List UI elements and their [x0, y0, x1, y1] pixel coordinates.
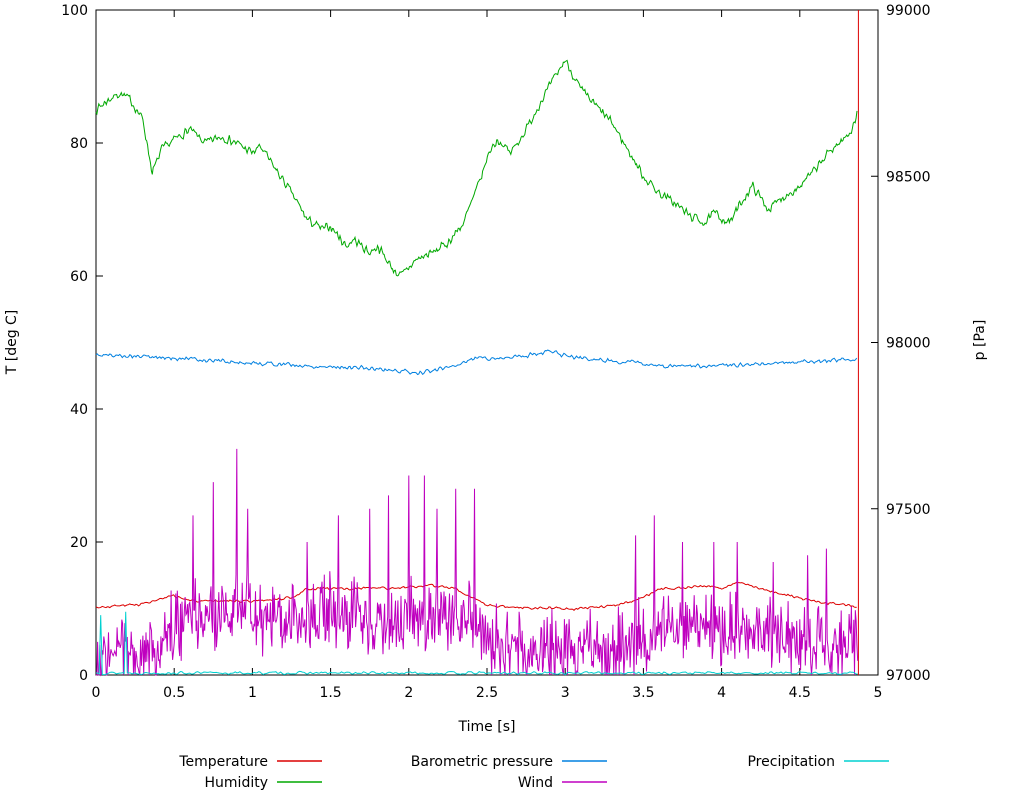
legend-item-temperature: Temperature [178, 754, 322, 770]
plot-area: 0 0.5 1 1.5 2 2.5 3 3.5 4 4.5 5 0 20 40 60 80 100 97000 97… [61, 3, 930, 701]
y-right-tick-label: 98000 [886, 336, 931, 352]
y-left-tick-label: 100 [61, 3, 88, 19]
legend-item-precipitation: Precipitation [747, 754, 889, 770]
y-axis-title-right: p [Pa] [972, 320, 988, 361]
legend-item-wind: Wind [518, 775, 607, 791]
legend-label-barometric-pressure: Barometric pressure [411, 754, 553, 770]
y-right-tick-label: 99000 [886, 3, 931, 19]
legend-label-precipitation: Precipitation [747, 754, 835, 770]
y-left-tick-label: 60 [70, 269, 88, 285]
legend-item-barometric-pressure: Barometric pressure [411, 754, 607, 770]
x-tick-label: 2.5 [476, 685, 498, 701]
x-tick-label: 4.5 [789, 685, 811, 701]
y-left-tick-label: 80 [70, 136, 88, 152]
x-tick-label: 4 [717, 685, 726, 701]
y-left-tick-label: 0 [79, 668, 88, 684]
x-tick-label: 3 [561, 685, 570, 701]
y-left-tick-label: 40 [70, 402, 88, 418]
legend-label-temperature: Temperature [178, 754, 268, 770]
x-tick-label: 2 [404, 685, 413, 701]
y-left-tick-label: 20 [70, 535, 88, 551]
x-tick-label: 0 [92, 685, 101, 701]
x-axis-title: Time [s] [458, 719, 516, 735]
series-humidity [95, 59, 858, 277]
x-tick-label: 5 [874, 685, 883, 701]
legend-item-humidity: Humidity [205, 775, 322, 791]
y-right-tick-label: 97500 [886, 502, 931, 518]
y-right-tick-label: 98500 [886, 169, 931, 185]
legend-label-wind: Wind [518, 775, 553, 791]
y-axis-title-left: T [deg C] [4, 310, 20, 376]
x-tick-label: 0.5 [163, 685, 185, 701]
series-barometric-pressure [95, 349, 858, 376]
x-tick-label: 1 [248, 685, 257, 701]
y-right-tick-label: 97000 [886, 668, 931, 684]
series-wind [96, 448, 859, 677]
legend: Temperature Barometric pressure Precipitat… [178, 754, 889, 791]
series-precipitation [95, 611, 858, 676]
series-temperature [95, 581, 857, 611]
x-tick-label: 1.5 [319, 685, 341, 701]
x-tick-label: 3.5 [632, 685, 654, 701]
legend-label-humidity: Humidity [205, 775, 268, 791]
